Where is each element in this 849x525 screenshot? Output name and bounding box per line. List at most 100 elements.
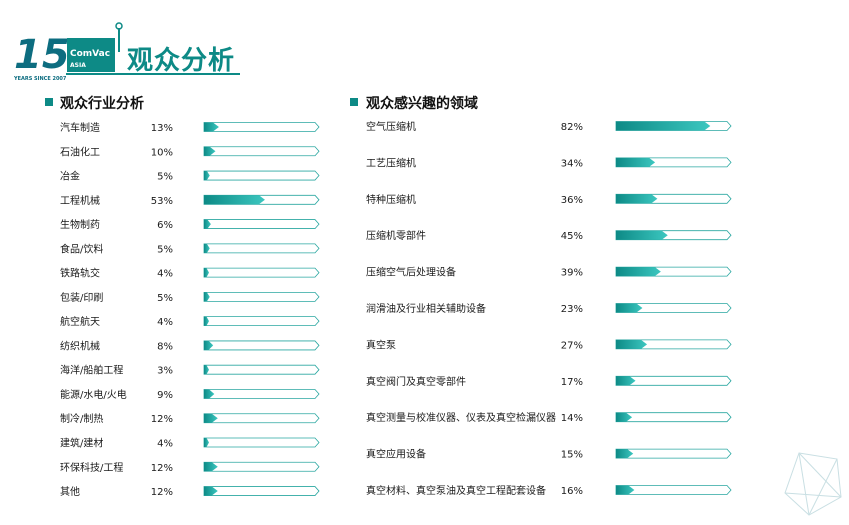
interest-bar-fill (616, 230, 668, 240)
industry-bar-track (203, 316, 320, 327)
industry-bar-track (203, 461, 320, 472)
industry-value-label: 3% (157, 366, 173, 377)
industry-category-label: 冶金 (60, 170, 80, 183)
interest-category-label: 真空泵 (366, 338, 396, 351)
industry-bar-fill (204, 438, 209, 448)
industry-category-label: 工程机械 (60, 194, 100, 207)
industry-bar-row: 生物制药 6% (60, 218, 320, 231)
interest-value-label: 16% (561, 486, 583, 497)
industry-bar-track (203, 486, 320, 496)
industry-bar-track (203, 413, 320, 424)
industry-category-label: 海洋/船舶工程 (60, 364, 123, 377)
interest-bar-fill (616, 376, 636, 386)
industry-category-label: 铁路轨交 (60, 267, 100, 280)
industry-bar-fill (204, 413, 218, 423)
industry-bar-fill (204, 171, 210, 181)
logo-brand: ComVac (70, 49, 110, 59)
industry-bar-track (203, 340, 320, 351)
industry-bar-fill (204, 389, 215, 399)
interest-bar-row: 压缩空气后处理设备 39% (366, 266, 732, 279)
industry-bar-track (203, 364, 320, 375)
industry-value-label: 9% (157, 390, 173, 401)
industry-value-label: 5% (157, 293, 173, 304)
interest-bar-row: 压缩机零部件 45% (366, 229, 732, 242)
interest-category-label: 润滑油及行业相关辅助设备 (366, 302, 486, 315)
industry-bar-row: 海洋/船舶工程 3% (60, 364, 320, 377)
industry-bar-row: 制冷/制热 12% (60, 412, 320, 425)
industry-category-label: 其他 (60, 485, 80, 498)
logo-years: YEARS (13, 76, 33, 82)
industry-category-label: 制冷/制热 (60, 412, 103, 425)
interest-value-label: 34% (561, 158, 583, 169)
industry-bar-fill (204, 122, 219, 132)
industry-value-label: 10% (151, 147, 173, 158)
interest-bar-fill (616, 267, 661, 277)
industry-value-label: 4% (157, 269, 173, 280)
interest-category-label: 空气压缩机 (366, 120, 416, 133)
industry-bar-track (203, 146, 320, 157)
decorative-polyhedron (784, 452, 842, 516)
interest-category-label: 压缩空气后处理设备 (366, 266, 456, 279)
industry-bar-row: 冶金 5% (60, 170, 320, 183)
interest-bar-fill (616, 449, 634, 459)
interest-bar-row: 特种压缩机 36% (366, 193, 732, 206)
industry-bar-track (203, 437, 320, 448)
industry-bar-track (203, 219, 320, 229)
industry-bar-track (203, 170, 320, 181)
industry-bar-fill (204, 340, 214, 350)
industry-bar-fill (204, 316, 209, 326)
industry-value-label: 12% (151, 463, 173, 474)
industry-value-label: 5% (157, 244, 173, 255)
interest-section-title: 观众感兴趣的领域 (366, 96, 478, 112)
interest-bar-row: 真空泵 27% (366, 338, 732, 351)
industry-bar-fill (204, 268, 209, 278)
industry-category-label: 能源/水电/火电 (60, 388, 127, 401)
interest-bar-fill (616, 412, 633, 422)
interest-bar-fill (616, 157, 656, 167)
industry-bar-row: 石油化工 10% (60, 145, 320, 158)
industry-bar-fill (204, 462, 218, 472)
interest-bar-row: 真空阀门及真空零部件 17% (366, 375, 732, 388)
industry-value-label: 8% (157, 341, 173, 352)
industry-value-label: 4% (157, 317, 173, 328)
interest-category-label: 特种压缩机 (366, 193, 416, 206)
industry-category-label: 生物制药 (60, 218, 100, 231)
industry-bar-fill (204, 365, 209, 375)
industry-bar-fill (204, 292, 210, 302)
industry-chart: 汽车制造 13% 石油化工 10% 冶金 5% 工程机械 53% 生物制药 6% 食品/饮料 5% 铁路… (60, 121, 320, 498)
industry-category-label: 航空航天 (60, 315, 100, 328)
industry-category-label: 汽车制造 (60, 121, 100, 134)
interest-category-label: 工艺压缩机 (366, 156, 416, 169)
industry-bar-track (203, 389, 320, 399)
interest-category-label: 真空测量与校准仪器、仪表及真空检漏仪器 (366, 411, 556, 424)
industry-section-title: 观众行业分析 (60, 96, 144, 112)
interest-value-label: 36% (561, 195, 583, 206)
industry-bar-fill (204, 146, 216, 156)
industry-bar-row: 铁路轨交 4% (60, 267, 320, 280)
industry-value-label: 6% (157, 220, 173, 231)
interest-bar-fill (616, 485, 635, 495)
comvac-15-years-logo: 15 YEARS SINCE 2007 ComVac ASIA (13, 22, 240, 82)
industry-category-label: 环保科技/工程 (60, 461, 123, 474)
interest-chart: 空气压缩机 82% 工艺压缩机 34% 特种压缩机 36% 压缩机零部件 45% 压缩空气后处理… (366, 120, 732, 497)
interest-category-label: 真空应用设备 (366, 448, 426, 461)
industry-value-label: 5% (157, 172, 173, 183)
logo-since: SINCE 2007 (34, 76, 67, 82)
interest-category-label: 压缩机零部件 (366, 229, 426, 242)
industry-bar-row: 建筑/建材 4% (60, 437, 320, 450)
industry-bar-track (203, 267, 320, 278)
interest-bar-fill (616, 121, 711, 131)
industry-value-label: 53% (151, 196, 173, 207)
logo-brand-sub: ASIA (70, 62, 86, 69)
interest-bar-row: 真空测量与校准仪器、仪表及真空检漏仪器 14% (366, 411, 732, 424)
industry-bar-row: 环保科技/工程 12% (60, 461, 320, 474)
industry-bar-row: 其他 12% (60, 485, 320, 498)
interest-bar-row: 工艺压缩机 34% (366, 156, 732, 169)
industry-bar-row: 包装/印刷 5% (60, 291, 320, 304)
industry-bar-row: 工程机械 53% (60, 194, 320, 207)
interest-value-label: 45% (561, 231, 583, 242)
interest-bar-fill (616, 303, 643, 313)
industry-bar-row: 能源/水电/火电 9% (60, 388, 320, 401)
interest-bar-fill (616, 194, 658, 204)
